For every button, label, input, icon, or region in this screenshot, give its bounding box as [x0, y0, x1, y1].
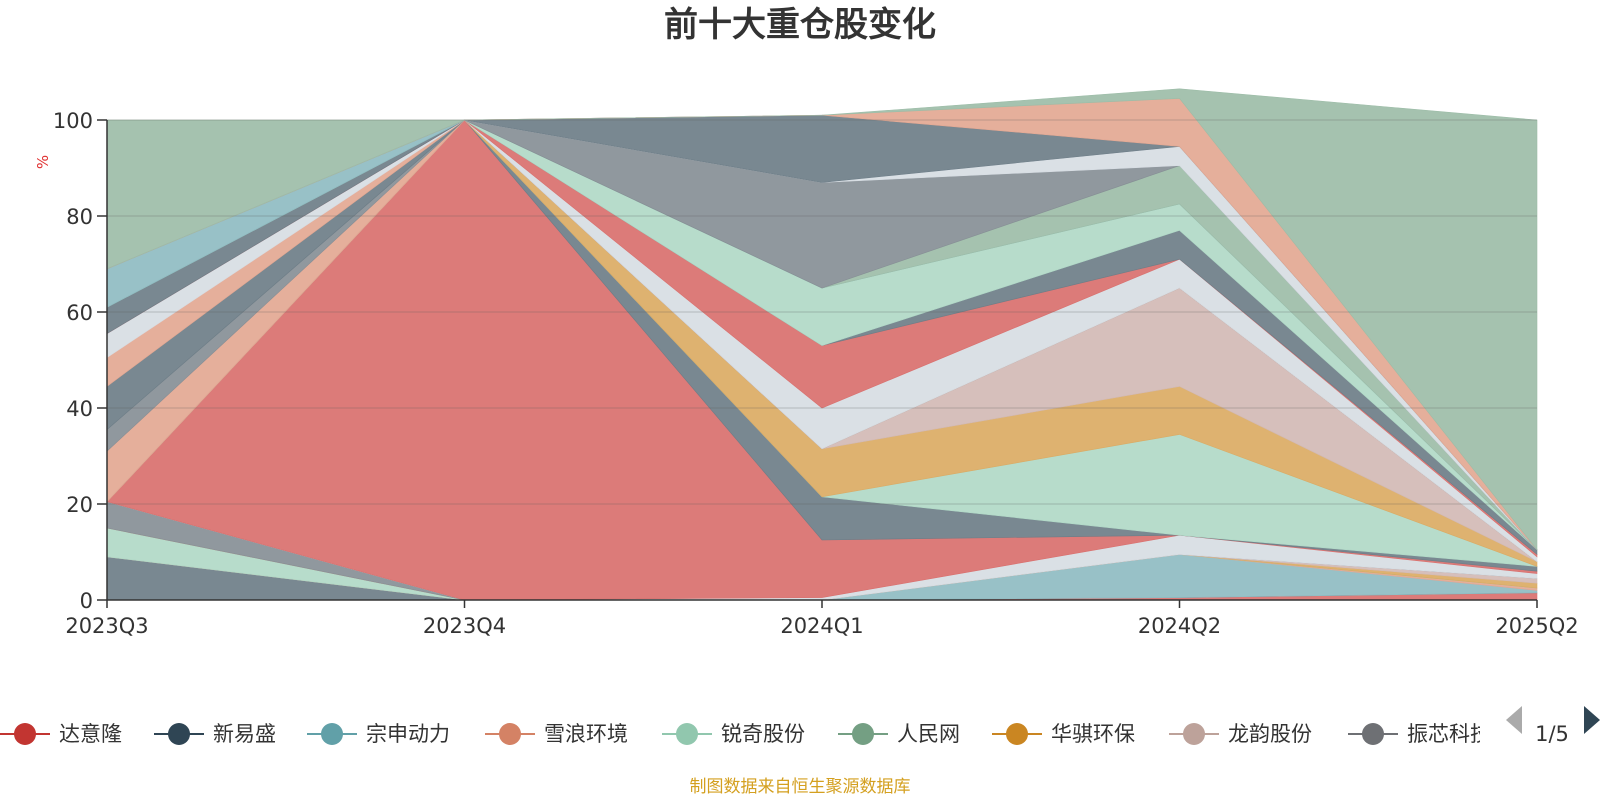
legend-label: 龙韵股份: [1228, 722, 1312, 746]
legend-marker-icon: [168, 723, 190, 745]
y-tick-label-0: 0: [80, 589, 93, 613]
x-tick-label-0: 2023Q3: [65, 614, 148, 638]
y-tick-label-4: 80: [66, 205, 93, 229]
legend-item-0[interactable]: 达意隆: [0, 722, 122, 746]
legend-marker-icon: [321, 723, 343, 745]
data-source-note: 制图数据来自恒生聚源数据库: [690, 777, 911, 797]
x-tick-label-4: 2025Q2: [1495, 614, 1578, 638]
y-axis-unit: %: [34, 155, 52, 169]
legend-marker-icon: [14, 723, 36, 745]
legend-item-7[interactable]: 龙韵股份: [1169, 722, 1312, 746]
legend-marker-icon: [1362, 723, 1384, 745]
legend-item-1[interactable]: 新易盛: [154, 722, 276, 746]
legend-marker-icon: [676, 723, 698, 745]
legend-item-5[interactable]: 人民网: [838, 722, 960, 746]
legend-label: 华骐环保: [1051, 722, 1135, 746]
legend-label: 人民网: [897, 722, 960, 746]
area-series-29: [106, 88, 1538, 551]
legend-marker-icon: [852, 723, 874, 745]
legend-item-8[interactable]: 振芯科技: [1348, 722, 1491, 746]
legend-item-2[interactable]: 宗申动力: [307, 722, 450, 746]
legend-marker-icon: [1006, 723, 1028, 745]
legend-label: 达意隆: [59, 722, 122, 746]
legend-label: 宗申动力: [366, 722, 450, 746]
legend-marker-icon: [499, 723, 521, 745]
legend-item-3[interactable]: 雪浪环境: [485, 722, 628, 746]
legend-marker-icon: [1183, 723, 1205, 745]
legend-label: 新易盛: [213, 722, 276, 746]
y-tick-label-5: 100: [53, 109, 93, 133]
y-tick-label-3: 60: [66, 301, 93, 325]
y-tick-label-2: 40: [66, 397, 93, 421]
legend-page-indicator: 1/5: [1535, 722, 1569, 746]
legend-pager: 1/5: [1506, 706, 1600, 746]
legend-item-4[interactable]: 锐奇股份: [662, 722, 805, 746]
y-tick-label-1: 20: [66, 493, 93, 517]
legend: 达意隆 新易盛 宗申动力 雪浪环境 锐奇股份 人民网 华骐环保 龙韵股份 振芯科技: [0, 722, 1491, 746]
legend-prev-icon[interactable]: [1506, 706, 1522, 734]
x-tick-label-3: 2024Q2: [1138, 614, 1221, 638]
legend-item-6[interactable]: 华骐环保: [992, 722, 1135, 746]
x-tick-label-2: 2024Q1: [780, 614, 863, 638]
chart-title: 前十大重仓股变化: [664, 5, 936, 45]
area-layers: [106, 88, 1538, 601]
grid-lines: [107, 119, 1537, 505]
legend-next-icon[interactable]: [1584, 706, 1600, 734]
axes: 0 20 40 60 80 100 2023Q3 2023Q4 2024Q1 2024Q2 2025…: [53, 109, 1579, 638]
legend-label: 锐奇股份: [721, 722, 805, 746]
legend-label: 振芯科技: [1407, 722, 1491, 746]
legend-label: 雪浪环境: [544, 722, 628, 746]
x-tick-label-1: 2023Q4: [423, 614, 506, 638]
